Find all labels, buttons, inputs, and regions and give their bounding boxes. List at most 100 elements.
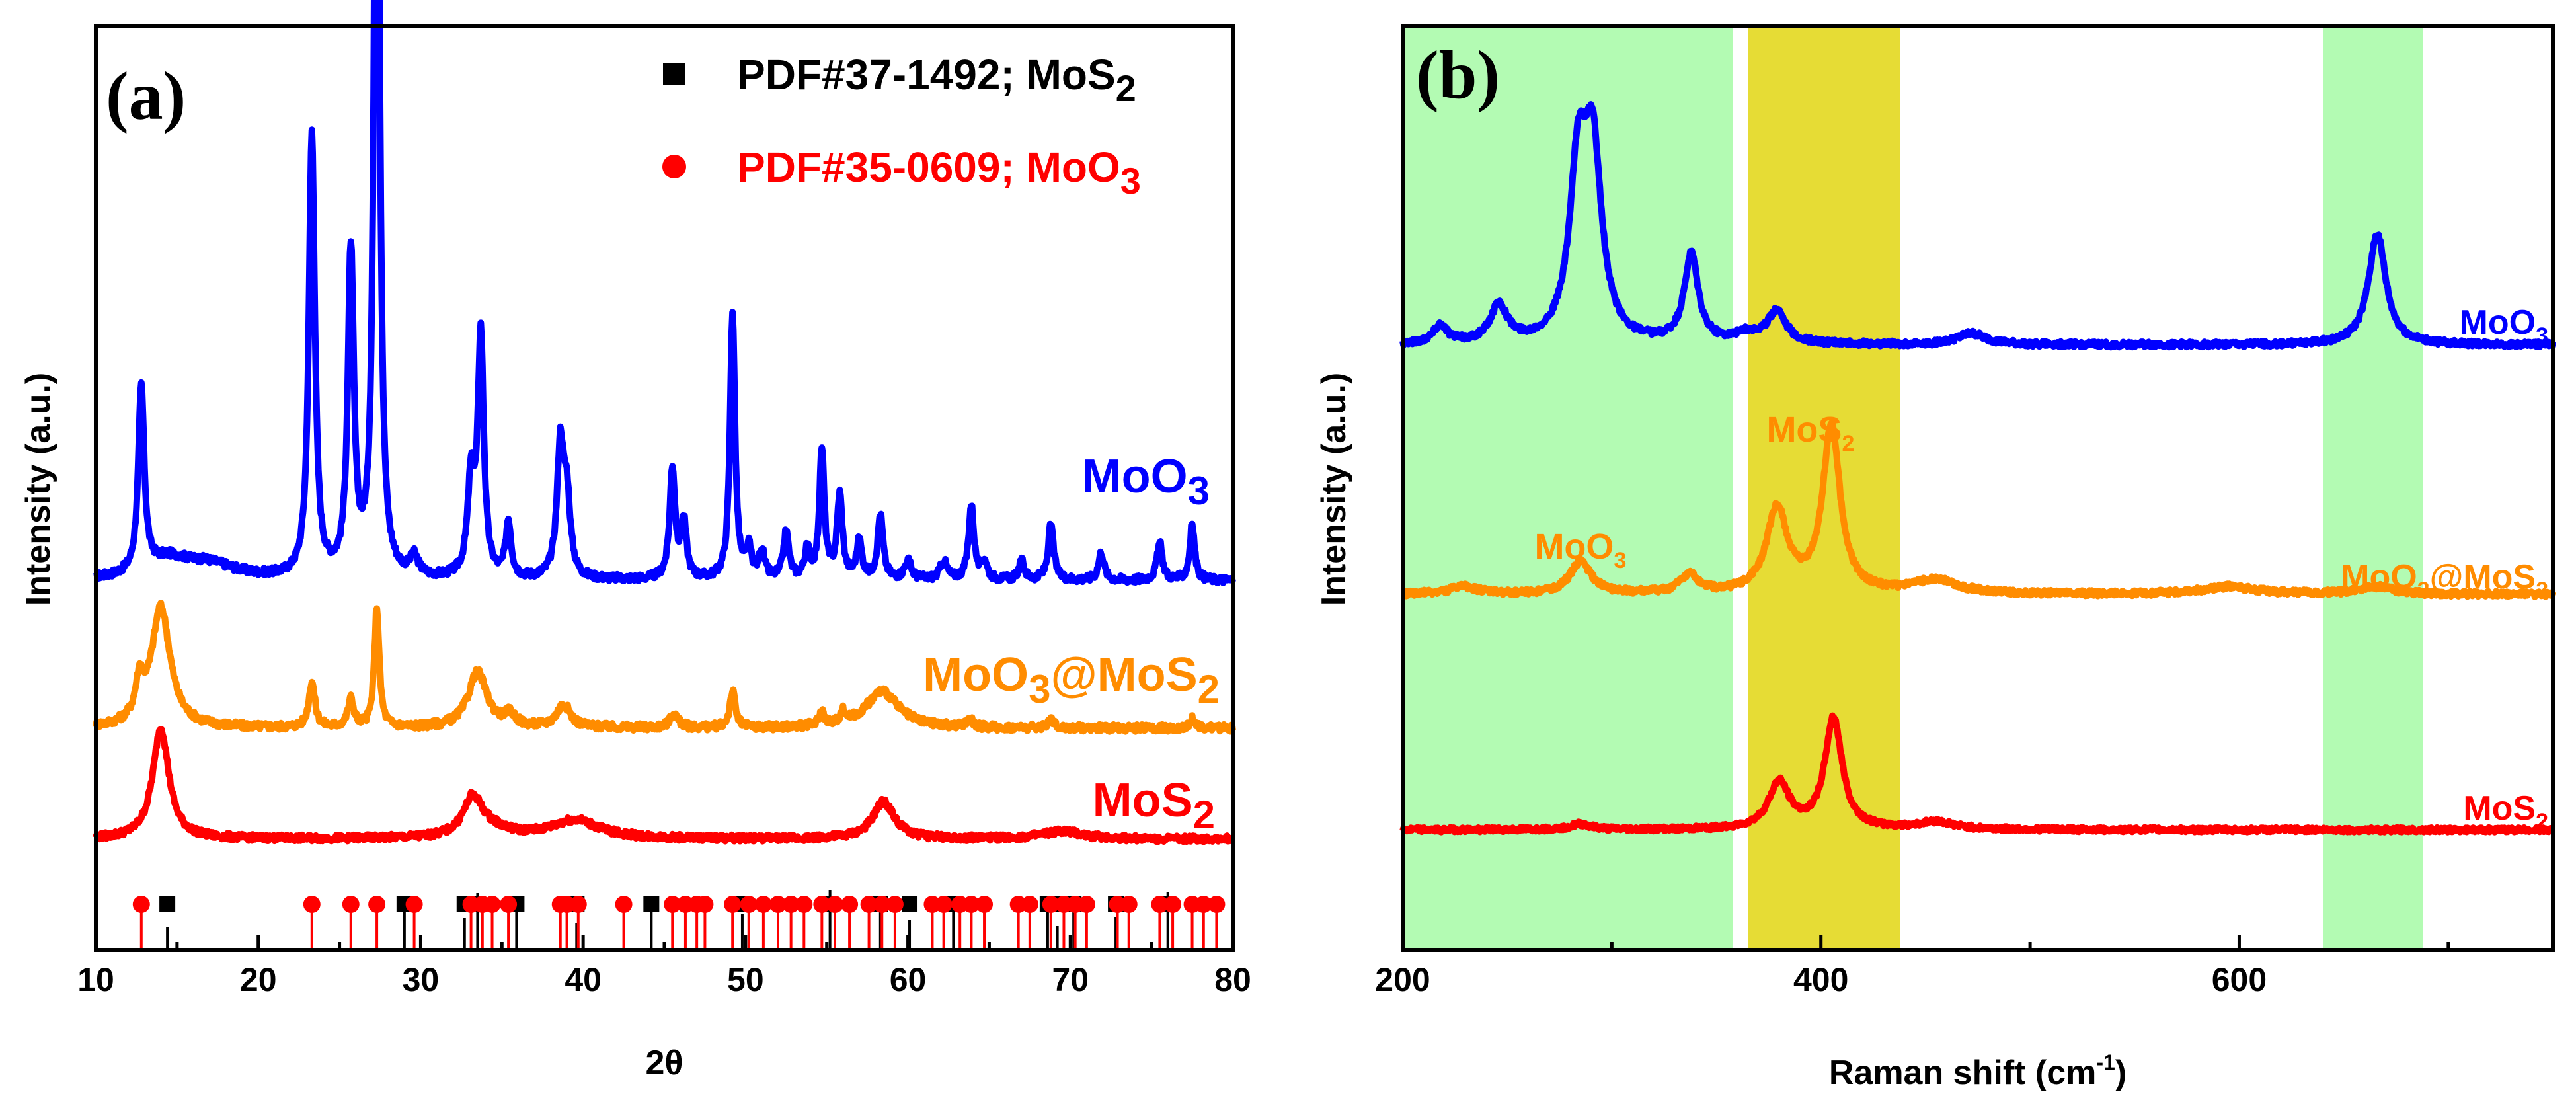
series-label-text: MoO [2460, 303, 2536, 342]
annotation-label: MoS2 [1766, 410, 1854, 456]
series-label-MoS2: MoS2 [2463, 789, 2548, 834]
panel-b-raman-chart: 200 400 600 (b) Raman shift (cm-1) Intensi… [1315, 24, 2556, 1092]
highlight-band [2323, 26, 2423, 950]
panel-b-x-axis-title-superscript: -1 [2096, 1050, 2115, 1074]
series-line-MoO3@MoS2 [93, 600, 1236, 735]
panel-b-x-axis-title-end: ) [2115, 1054, 2127, 1092]
moo3-reference-marker [782, 896, 800, 913]
series-label-subscript: 3 [1029, 667, 1050, 711]
annotation-text: MoS [1766, 410, 1842, 450]
legend-square-marker [663, 63, 685, 85]
moo3-reference-marker [368, 896, 386, 913]
x-tick-label: 10 [77, 961, 114, 998]
panel-b-x-axis: 200 400 600 [1375, 935, 2450, 998]
panel-b-y-axis-title: Intensity (a.u.) [1315, 373, 1353, 606]
panel-a-label: (a) [106, 58, 186, 134]
x-tick-label: 20 [240, 961, 277, 998]
series-line-MoS2 [1399, 712, 2556, 836]
moo3-reference-marker [132, 896, 150, 913]
legend-circle-marker [662, 155, 686, 178]
highlight-band [1403, 26, 1733, 950]
panel-b-annotations: MoS2 MoO3 [1534, 410, 1854, 573]
moo3-reference-marker [1208, 896, 1226, 913]
x-tick-label: 80 [1214, 961, 1251, 998]
series-label-MoS2: MoS2 [1093, 774, 1215, 837]
series-label-subscript: 2 [1193, 793, 1215, 837]
series-line-MoO3@MoS2 [1400, 418, 2556, 600]
series-label-MoO3@MoS2: MoO3@MoS2 [2341, 558, 2548, 603]
legend-entry-text: PDF#35-0609; MoO [737, 143, 1120, 191]
moo3-reference-marker [1021, 896, 1038, 913]
mos2-reference-marker [643, 896, 660, 912]
moo3-reference-marker [303, 896, 321, 913]
annotation-label: MoO3 [1534, 527, 1626, 573]
legend-entry-subscript: 2 [1116, 67, 1136, 109]
series-label-MoO3: MoO3 [1082, 450, 1210, 513]
moo3-reference-marker [813, 896, 831, 913]
moo3-reference-marker [754, 896, 772, 913]
panel-a-legend: PDF#37-1492; MoS2 PDF#35-0609; MoO3 [662, 51, 1141, 202]
moo3-reference-marker [569, 896, 587, 913]
series-label-text: MoS [1093, 774, 1193, 827]
moo3-reference-marker [886, 896, 904, 913]
moo3-reference-marker [342, 896, 360, 913]
series-label-text: MoS [2463, 789, 2536, 828]
panel-a-y-axis-title: Intensity (a.u.) [19, 373, 58, 606]
series-label-subscript: 3 [1188, 469, 1210, 513]
x-tick-label: 50 [727, 961, 764, 998]
legend-entry: PDF#37-1492; MoS2 [737, 51, 1136, 109]
series-line-MoO3 [93, 0, 1236, 586]
moo3-reference-marker [1077, 896, 1095, 913]
moo3-reference-marker [615, 896, 633, 913]
moo3-reference-marker [962, 896, 980, 913]
moo3-reference-marker [483, 896, 501, 913]
moo3-reference-marker [1120, 896, 1138, 913]
series-label-MoO3@MoS2: MoO3@MoS2 [923, 648, 1220, 711]
series-label-subscript: 2 [2536, 578, 2548, 603]
panel-a-traces [93, 0, 1236, 845]
annotation-subscript: 2 [1842, 431, 1854, 456]
legend-entry-subscript: 3 [1120, 160, 1141, 202]
series-label-subscript: 3 [2417, 578, 2430, 603]
legend-entry: PDF#35-0609; MoO3 [737, 143, 1141, 202]
moo3-reference-marker [841, 896, 859, 913]
series-line-MoO3 [1399, 101, 2556, 351]
series-label-subscript: 2 [1198, 667, 1220, 711]
series-label-subscript: 2 [2536, 809, 2548, 834]
moo3-reference-marker [1164, 896, 1182, 913]
mos2-reference-marker [902, 896, 918, 912]
moo3-reference-marker [976, 896, 994, 913]
annotation-subscript: 3 [1614, 548, 1626, 573]
moo3-reference-marker [769, 896, 787, 913]
panel-a-x-axis: 10 20 30 40 50 60 70 80 [77, 935, 1251, 998]
moo3-reference-marker [1151, 896, 1169, 913]
moo3-reference-marker [1042, 896, 1060, 913]
x-tick-label: 70 [1052, 961, 1089, 998]
series-label-text: @MoS [2430, 558, 2536, 596]
panel-a-x-axis-title: 2θ [645, 1044, 683, 1082]
panel-b-x-axis-title: Raman shift (cm-1) [1829, 1050, 2127, 1092]
moo3-reference-marker [935, 896, 953, 913]
x-tick-label: 400 [1793, 961, 1848, 998]
moo3-reference-marker [724, 896, 742, 913]
series-label-text: MoO [923, 648, 1029, 701]
moo3-reference-marker [664, 896, 682, 913]
series-label-subscript: 3 [2536, 323, 2548, 348]
series-label-text: @MoS [1050, 648, 1197, 701]
legend-entry-text: PDF#37-1492; MoS [737, 51, 1116, 98]
panel-a-xrd-chart: 10 20 30 40 50 60 70 80 (a) 2θ Intensity (a.u.)… [19, 0, 1251, 1082]
moo3-reference-marker [860, 896, 878, 913]
annotation-text: MoO [1534, 527, 1614, 567]
panel-b-highlight-bands [1403, 26, 2423, 950]
moo3-reference-marker [740, 896, 758, 913]
panel-b-x-axis-title-main: Raman shift (cm [1829, 1054, 2097, 1092]
x-tick-label: 40 [565, 961, 602, 998]
mos2-reference-marker [159, 896, 176, 912]
series-label-text: MoO [1082, 450, 1188, 503]
series-label-text: MoO [2341, 558, 2417, 596]
series-label-MoO3: MoO3 [2460, 303, 2548, 348]
panel-b-label: (b) [1416, 37, 1500, 113]
